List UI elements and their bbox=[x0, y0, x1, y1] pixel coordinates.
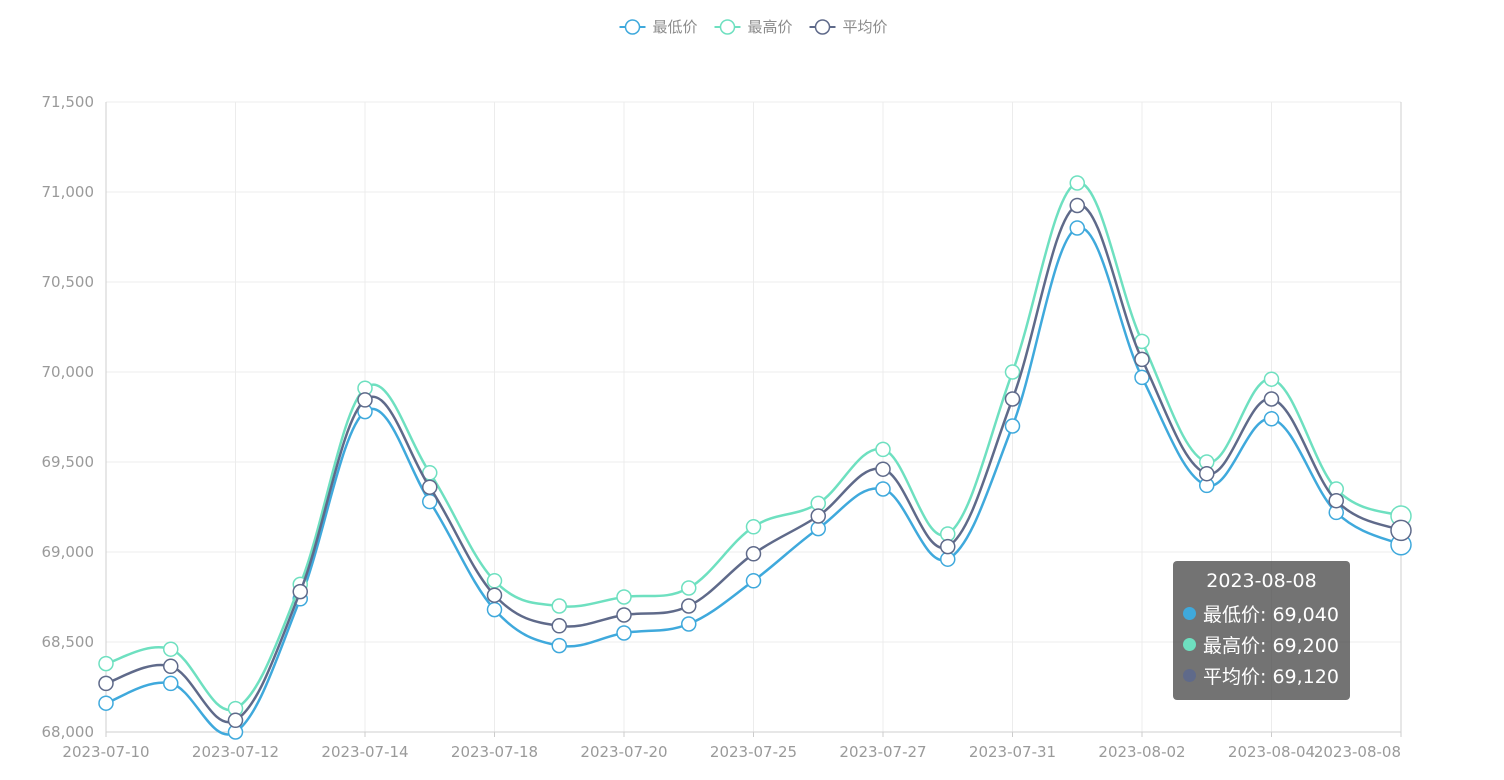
x-tick-label: 2023-07-14 bbox=[321, 743, 408, 761]
data-point[interactable] bbox=[1004, 391, 1021, 407]
data-point[interactable] bbox=[745, 573, 762, 589]
data-point[interactable] bbox=[551, 618, 567, 634]
y-tick-label: 69,500 bbox=[42, 453, 95, 471]
tooltip-row-high: 最高价: 69,200 bbox=[1183, 629, 1350, 660]
tooltip-row-low: 最低价: 69,040 bbox=[1183, 598, 1350, 629]
series-line bbox=[105, 181, 1402, 712]
data-point[interactable] bbox=[551, 598, 567, 614]
series-line bbox=[105, 226, 1402, 736]
tooltip-dot-high bbox=[1183, 638, 1196, 651]
legend-marker-icon bbox=[719, 19, 736, 35]
data-point[interactable] bbox=[1263, 411, 1280, 427]
data-point[interactable] bbox=[875, 461, 891, 477]
x-tick-label: 2023-07-27 bbox=[839, 743, 926, 761]
data-point[interactable] bbox=[486, 587, 503, 603]
tooltip-dot-low bbox=[1183, 607, 1196, 620]
data-point[interactable] bbox=[1328, 492, 1344, 509]
legend-item-avg[interactable]: 平均价 bbox=[809, 18, 888, 36]
x-tick-label: 2023-07-10 bbox=[62, 743, 149, 761]
data-point[interactable] bbox=[681, 580, 697, 596]
data-point[interactable] bbox=[810, 508, 826, 524]
data-point[interactable] bbox=[357, 392, 373, 408]
series-avg bbox=[98, 197, 1412, 729]
legend-item-low[interactable]: 最低价 bbox=[619, 18, 698, 36]
data-point[interactable] bbox=[1004, 418, 1021, 434]
x-tick-label: 2023-07-25 bbox=[710, 743, 797, 761]
data-point[interactable] bbox=[1390, 519, 1412, 542]
y-tick-label: 69,000 bbox=[42, 543, 95, 561]
data-point[interactable] bbox=[616, 625, 632, 641]
legend-marker-icon bbox=[814, 19, 831, 35]
series-line bbox=[105, 204, 1402, 724]
legend-label: 平均价 bbox=[843, 18, 888, 36]
data-point[interactable] bbox=[1069, 220, 1085, 236]
data-point[interactable] bbox=[681, 616, 697, 632]
data-point[interactable] bbox=[1069, 197, 1085, 214]
data-point[interactable] bbox=[1263, 371, 1280, 387]
data-point[interactable] bbox=[486, 601, 503, 618]
tooltip-label-low: 最低价: 69,040 bbox=[1203, 604, 1339, 626]
tooltip-label-avg: 平均价: 69,120 bbox=[1203, 666, 1339, 688]
data-point[interactable] bbox=[292, 583, 308, 600]
y-tick-label: 71,500 bbox=[42, 93, 95, 111]
data-point[interactable] bbox=[227, 712, 244, 729]
y-tick-label: 71,000 bbox=[42, 183, 95, 201]
x-tick-label: 2023-07-31 bbox=[969, 743, 1056, 761]
legend-item-high[interactable]: 最高价 bbox=[714, 18, 793, 36]
y-tick-label: 68,500 bbox=[42, 633, 95, 651]
data-point[interactable] bbox=[616, 589, 632, 605]
data-point[interactable] bbox=[616, 607, 632, 623]
data-point[interactable] bbox=[98, 655, 114, 672]
x-tick-label: 2023-07-18 bbox=[451, 743, 538, 761]
data-point[interactable] bbox=[875, 481, 891, 497]
y-tick-label: 70,000 bbox=[42, 363, 95, 381]
x-tick-label: 2023-08-08 bbox=[1314, 743, 1401, 761]
data-point[interactable] bbox=[422, 479, 438, 495]
axes: 68,000 68,500 69,000 69,500 70,000 70,500 71,0… bbox=[42, 93, 1402, 761]
data-point[interactable] bbox=[940, 538, 956, 555]
data-point[interactable] bbox=[745, 519, 762, 535]
data-point[interactable] bbox=[163, 675, 179, 692]
data-point[interactable] bbox=[1199, 465, 1215, 482]
legend-label: 最高价 bbox=[748, 18, 793, 36]
tooltip-row-avg: 平均价: 69,120 bbox=[1183, 660, 1350, 691]
data-point[interactable] bbox=[486, 573, 503, 589]
data-point[interactable] bbox=[98, 695, 114, 711]
data-point[interactable] bbox=[98, 675, 114, 692]
tooltip-dot-avg bbox=[1183, 669, 1196, 682]
tooltip-title: 2023-08-08 bbox=[1206, 570, 1317, 592]
tooltip: 2023-08-08 最低价: 69,040 最高价: 69,200 平均价: … bbox=[1173, 561, 1350, 700]
data-point[interactable] bbox=[1069, 175, 1085, 191]
x-tick-label: 2023-07-12 bbox=[192, 743, 279, 761]
y-tick-label: 70,500 bbox=[42, 273, 95, 291]
data-point[interactable] bbox=[875, 441, 891, 458]
data-point[interactable] bbox=[1004, 364, 1021, 380]
data-point[interactable] bbox=[681, 598, 697, 614]
tooltip-label-high: 最高价: 69,200 bbox=[1203, 635, 1339, 657]
legend-marker-icon bbox=[624, 19, 641, 35]
data-point[interactable] bbox=[1263, 391, 1280, 407]
series-high bbox=[98, 175, 1412, 717]
data-point[interactable] bbox=[163, 641, 179, 657]
data-point[interactable] bbox=[745, 546, 762, 562]
data-point[interactable] bbox=[1134, 351, 1150, 368]
x-tick-label: 2023-07-20 bbox=[580, 743, 667, 761]
x-tick-label: 2023-08-04 bbox=[1228, 743, 1315, 761]
data-point[interactable] bbox=[551, 637, 567, 654]
series-layer bbox=[98, 175, 1412, 740]
y-tick-label: 68,000 bbox=[42, 723, 95, 741]
legend[interactable]: 最低价 最高价 平均价 bbox=[619, 18, 888, 36]
data-point[interactable] bbox=[163, 658, 179, 675]
x-tick-label: 2023-08-02 bbox=[1098, 743, 1185, 761]
legend-label: 最低价 bbox=[653, 18, 698, 36]
